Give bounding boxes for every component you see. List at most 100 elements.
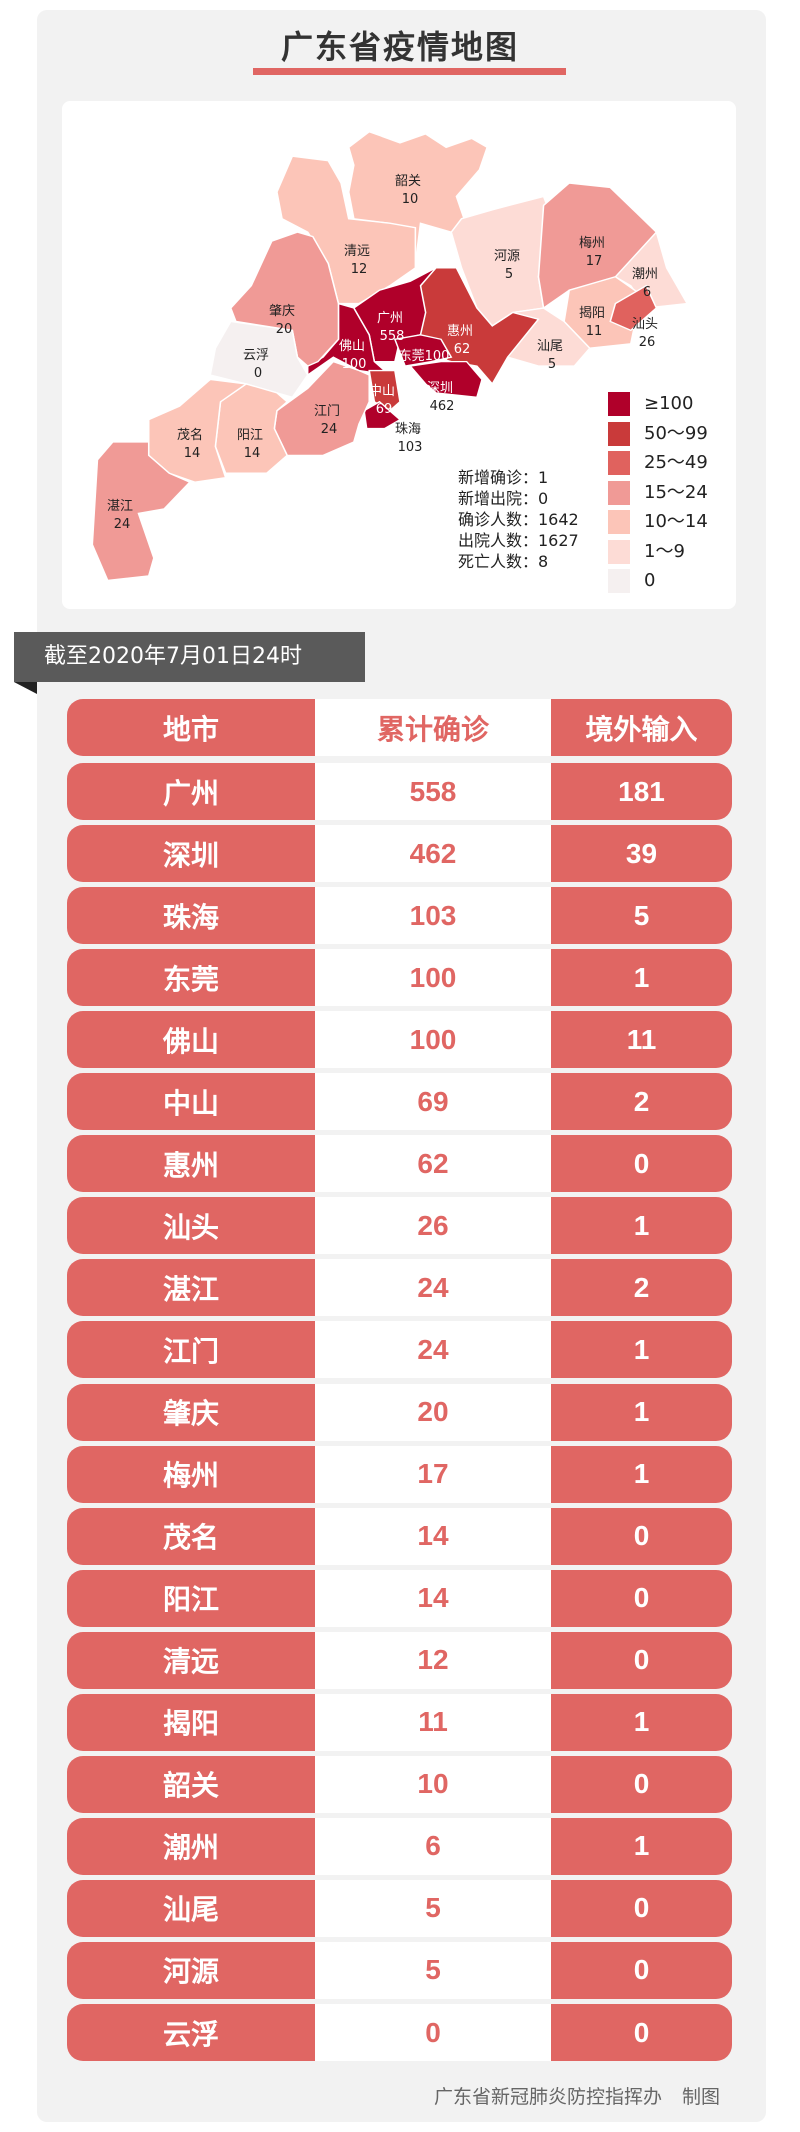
imported-cell: 0	[551, 2004, 732, 2061]
stat-confirmed-total: 确诊人数：1642	[458, 510, 579, 529]
map-label-name: 潮州	[631, 267, 659, 282]
imported-cell: 1	[551, 1693, 732, 1751]
city-cell: 茂名	[67, 1507, 315, 1565]
confirmed-cell: 14	[315, 1507, 551, 1565]
map-label-value: 17	[585, 254, 603, 269]
table-row: 云浮 0 0	[67, 2004, 732, 2061]
stat-discharged-total: 出院人数：1627	[458, 531, 579, 550]
confirmed-cell: 累计确诊	[315, 699, 551, 756]
map-label-name: 汕头	[631, 317, 659, 332]
map-label-value: 0	[253, 366, 263, 381]
map-label-value: 20	[275, 322, 293, 337]
map-label-value: 24	[320, 422, 338, 437]
map-label-name: 惠州	[446, 324, 474, 339]
map-label-value: 10	[401, 192, 419, 207]
legend-swatch	[608, 569, 630, 593]
confirmed-cell: 5	[315, 1941, 551, 1999]
title-underline	[253, 68, 566, 75]
table-row: 潮州 6 1	[67, 1817, 732, 1875]
table-row: 珠海 103 5	[67, 887, 732, 945]
table-row: 阳江 14 0	[67, 1569, 732, 1627]
banner-fold	[14, 682, 37, 694]
table-row: 梅州 17 1	[67, 1445, 732, 1503]
legend-swatch	[608, 539, 630, 564]
map-label-value: 14	[183, 446, 201, 461]
city-cell: 肇庆	[67, 1383, 315, 1441]
confirmed-cell: 14	[315, 1569, 551, 1627]
table-row: 清远 12 0	[67, 1631, 732, 1689]
region-yunfu	[209, 320, 309, 399]
table-row: 河源 5 0	[67, 1941, 732, 1999]
confirmed-cell: 24	[315, 1321, 551, 1379]
legend-label: 10～14	[644, 511, 708, 532]
imported-cell: 1	[551, 1197, 732, 1255]
confirmed-cell: 100	[315, 949, 551, 1007]
map-label-name: 中山	[368, 384, 396, 399]
map-label-name: 阳江	[236, 428, 264, 443]
legend-label: 1～9	[644, 540, 685, 562]
imported-cell: 1	[551, 1817, 732, 1875]
region-shantou	[609, 284, 658, 332]
imported-cell: 11	[551, 1011, 732, 1069]
map-label-value: 12	[350, 262, 368, 277]
imported-cell: 1	[551, 1445, 732, 1503]
map-label-value: 5	[504, 267, 514, 282]
region-zhaoqing	[229, 231, 340, 367]
map-label-name: 梅州	[578, 236, 606, 251]
map-label-name: 珠海	[394, 422, 422, 437]
confirmed-cell: 26	[315, 1197, 551, 1255]
table-row: 东莞 100 1	[67, 949, 732, 1007]
imported-cell: 1	[551, 949, 732, 1007]
footer-credit: 广东省新冠肺炎防控指挥办 制图	[433, 2086, 720, 2108]
confirmed-cell: 17	[315, 1445, 551, 1503]
map-label-dongguan: 东莞100	[398, 349, 450, 364]
legend-swatch	[608, 510, 630, 534]
confirmed-cell: 12	[315, 1631, 551, 1689]
map-label-value: 462	[429, 399, 455, 414]
city-cell: 中山	[67, 1073, 315, 1131]
legend-swatch	[608, 480, 630, 505]
table-row: 湛江 24 2	[67, 1259, 732, 1317]
legend-label: 50～99	[644, 422, 708, 444]
map-label-name: 佛山	[338, 339, 366, 354]
table-row: 中山 69 2	[67, 1073, 732, 1131]
map-label-value: 558	[379, 329, 405, 344]
map-label-value: 103	[397, 440, 423, 455]
imported-cell: 1	[551, 1383, 732, 1441]
city-cell: 地市	[67, 699, 315, 756]
map-label-value: 69	[375, 402, 393, 417]
imported-cell: 5	[551, 887, 732, 945]
region-zhanjiang	[91, 441, 191, 582]
region-yangjiang	[214, 383, 289, 474]
confirmed-cell: 69	[315, 1073, 551, 1131]
table-row: 揭阳 11 1	[67, 1693, 732, 1751]
city-cell: 湛江	[67, 1259, 315, 1317]
map-label-value: 62	[453, 342, 471, 357]
map-label-name: 茂名	[176, 428, 204, 443]
city-cell: 汕头	[67, 1197, 315, 1255]
table-row: 深圳 462 39	[67, 825, 732, 883]
table-row: 汕尾 5 0	[67, 1879, 732, 1937]
region-zhongshan	[368, 369, 401, 412]
imported-cell: 39	[551, 825, 732, 883]
map-label-name: 肇庆	[268, 304, 296, 319]
stat-new-discharged: 新增出院：0	[458, 489, 549, 508]
map-label-name: 清远	[343, 244, 371, 259]
confirmed-cell: 6	[315, 1817, 551, 1875]
city-cell: 阳江	[67, 1569, 315, 1627]
table-header: 地市 累计确诊 境外输入	[67, 699, 732, 756]
city-cell: 江门	[67, 1321, 315, 1379]
legend-swatch	[608, 421, 630, 446]
city-cell: 梅州	[67, 1445, 315, 1503]
region-qingyuan	[276, 155, 417, 305]
city-cell: 云浮	[67, 2004, 315, 2061]
imported-cell: 0	[551, 1507, 732, 1565]
table-row: 汕头 26 1	[67, 1197, 732, 1255]
imported-cell: 境外输入	[551, 699, 732, 756]
imported-cell: 2	[551, 1073, 732, 1131]
map-label-name: 江门	[313, 404, 341, 419]
map-label-name: 韶关	[394, 174, 422, 189]
confirmed-cell: 62	[315, 1135, 551, 1193]
imported-cell: 0	[551, 1755, 732, 1813]
imported-cell: 1	[551, 1321, 732, 1379]
